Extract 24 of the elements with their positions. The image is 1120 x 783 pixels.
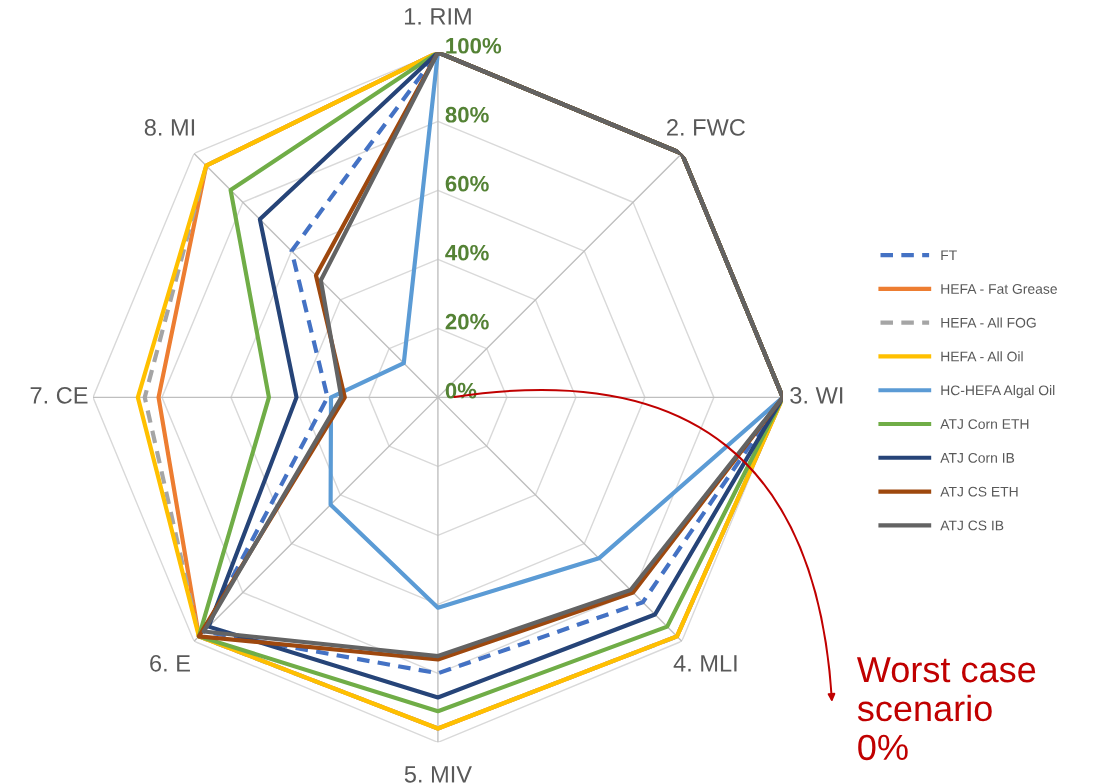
legend-label: FT [941, 250, 957, 260]
legend-label: ATJ CS IB [940, 520, 1004, 531]
legend-label: HEFA - Fat Grease [941, 284, 1057, 294]
legend-label: ATJ Corn ETH [940, 419, 1029, 430]
legend-label: HEFA - All Oil [941, 351, 1023, 362]
legend-label: HEFA - All FOG [941, 317, 1036, 328]
y-tick-label: 60% [445, 175, 489, 192]
y-tick-label: 0% [445, 382, 477, 399]
spoke-label: 7. CE [30, 386, 88, 404]
spoke-label: 2. FWC [667, 119, 745, 136]
spoke-label: 3. WI [790, 386, 843, 404]
spoke-label: 4. MLI [673, 655, 737, 672]
y-tick-label: 80% [445, 106, 489, 123]
spoke-label: 5. MIV [404, 766, 472, 783]
y-tick-label: 20% [445, 313, 489, 330]
legend-label: HC-HEFA Algal Oil [941, 385, 1055, 398]
spoke-label: 1. RIM [404, 8, 471, 25]
y-tick-label: 40% [445, 244, 489, 261]
text: Worst case scenario 0% [856, 657, 1036, 761]
spoke-label: 8. MI [144, 119, 195, 136]
spoke-label: 6. E [150, 654, 190, 672]
legend-label: ATJ Corn IB [940, 452, 1015, 463]
y-tick-label: 100% [446, 37, 502, 54]
legend-label: ATJ CS ETH [940, 486, 1018, 497]
